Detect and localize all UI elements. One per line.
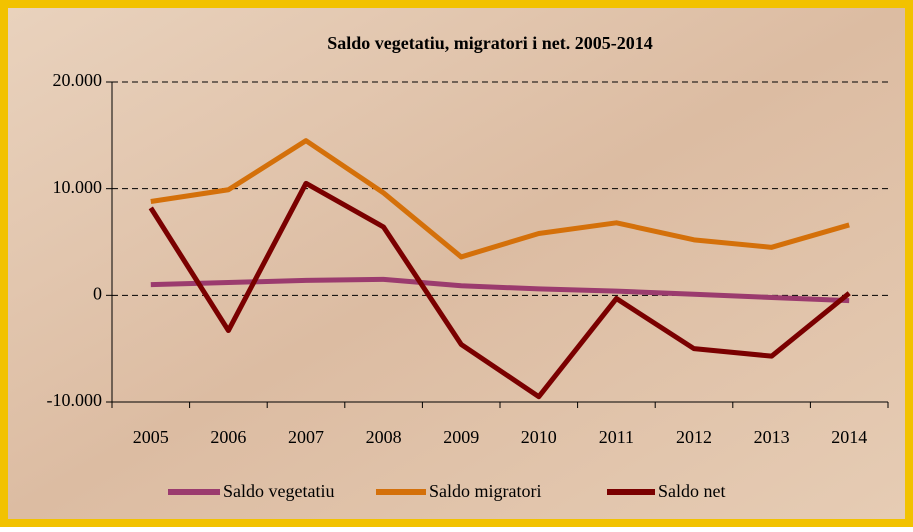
chart-title: Saldo vegetatiu, migratori i net. 2005-2… [327, 33, 652, 53]
legend-label: Saldo net [658, 481, 726, 501]
y-tick-label: 10.000 [53, 177, 103, 197]
x-tick-label: 2011 [599, 427, 634, 447]
page: {"chart_data": {"type": "line", "title":… [0, 0, 913, 527]
x-tick-label: 2006 [210, 427, 246, 447]
x-tick-label: 2013 [754, 427, 790, 447]
legend-label: Saldo migratori [429, 481, 541, 501]
chart: Saldo vegetatiu, migratori i net. 2005-2… [0, 0, 913, 527]
x-tick-label: 2007 [288, 427, 324, 447]
x-tick-label: 2014 [831, 427, 867, 447]
y-tick-label: 0 [93, 283, 102, 303]
x-tick-label: 2005 [133, 427, 169, 447]
legend-label: Saldo vegetatiu [223, 481, 334, 501]
x-tick-label: 2012 [676, 427, 712, 447]
x-tick-label: 2010 [521, 427, 557, 447]
x-tick-label: 2008 [366, 427, 402, 447]
y-tick-label: 20.000 [53, 70, 103, 90]
y-tick-label: -10.000 [47, 390, 103, 410]
x-tick-label: 2009 [443, 427, 479, 447]
